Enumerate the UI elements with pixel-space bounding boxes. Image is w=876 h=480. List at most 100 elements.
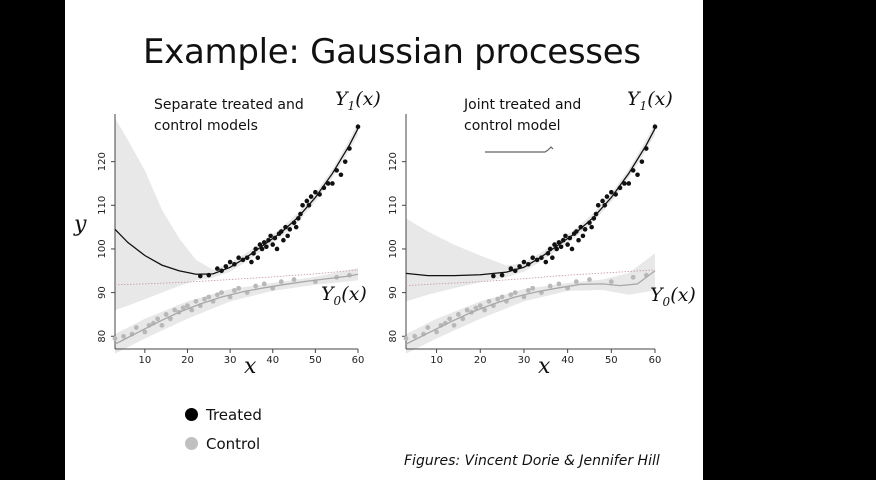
treated-point: [554, 246, 560, 252]
treated-point: [219, 268, 224, 274]
treated-point: [558, 244, 564, 250]
legend-item-control: Control: [185, 429, 262, 458]
x-tick-label: 20: [474, 355, 487, 366]
y-tick-label: 80: [388, 330, 399, 343]
annotation-squiggle: [485, 146, 554, 153]
treated-point: [274, 246, 280, 252]
treated-point: [565, 242, 570, 247]
treated-point: [255, 255, 261, 260]
control-point: [530, 285, 536, 291]
treated-point: [270, 242, 276, 247]
control-fit-line: [114, 273, 359, 345]
treated-point: [517, 264, 522, 269]
y-tick-label: 90: [388, 286, 399, 299]
chart-left-y1-label: Y1(x): [335, 88, 381, 113]
control-point: [163, 312, 169, 317]
slide: Example: Gaussian processes 80 90 100 110 12…: [65, 0, 703, 480]
x-tick-label: 60: [352, 355, 365, 366]
treated-point: [300, 203, 305, 208]
chart-right-y1-label: Y1(x): [627, 88, 673, 113]
control-point: [206, 294, 212, 300]
y-tick-label: 80: [97, 330, 108, 343]
control-fit-line: [405, 270, 656, 345]
control-point: [133, 325, 139, 330]
treated-point: [574, 229, 579, 234]
treated-point: [630, 168, 636, 173]
control-point: [630, 274, 636, 280]
treated-point: [526, 261, 531, 267]
control-point: [261, 281, 267, 287]
control-point: [180, 305, 186, 311]
treated-point: [227, 259, 233, 265]
treated-point: [604, 194, 610, 199]
x-tick-label: 50: [309, 355, 322, 366]
treated-point: [593, 211, 599, 217]
treated-point: [261, 240, 267, 245]
treated-point: [317, 192, 322, 197]
treated-point: [547, 246, 553, 252]
treated-point: [298, 211, 303, 217]
x-tick-label: 10: [430, 355, 443, 366]
treated-point: [539, 255, 544, 260]
control-aux-line: [114, 269, 359, 286]
treated-point: [563, 233, 568, 239]
treated-point: [508, 266, 514, 271]
legend-label-control: Control: [206, 434, 261, 453]
treated-point: [512, 268, 518, 274]
control-band: [115, 268, 358, 354]
treated-point: [313, 189, 318, 195]
control-point: [172, 307, 178, 313]
treated-point: [613, 192, 618, 197]
treated-point: [281, 237, 286, 243]
treated-point: [206, 272, 212, 278]
control-point: [278, 279, 284, 285]
treated-point: [545, 251, 551, 256]
control-point: [587, 277, 592, 282]
chart-right-annotation: Joint treated and control model: [464, 97, 582, 134]
control-point: [214, 292, 220, 298]
treated-point: [617, 185, 623, 191]
control-point: [202, 296, 207, 302]
control-aux-line: [405, 269, 656, 287]
treated-point: [499, 272, 505, 278]
control-point: [142, 329, 148, 335]
chart-left-ylabel: y: [74, 212, 87, 237]
treated-point: [589, 224, 594, 230]
control-point: [573, 279, 579, 285]
treated-band: [115, 118, 358, 311]
treated-point: [595, 203, 601, 208]
control-point: [547, 283, 553, 289]
treated-point: [626, 181, 632, 186]
treated-dot-icon: [185, 408, 198, 421]
treated-point: [197, 273, 203, 279]
treated-point: [291, 220, 297, 226]
chart-right: 80 90 100 110 120 10 20 30 40 50 60: [388, 114, 661, 366]
treated-point: [578, 224, 584, 230]
treated-point: [530, 255, 535, 260]
treated-point: [259, 246, 265, 252]
treated-point: [268, 233, 273, 239]
treated-point: [491, 273, 496, 279]
chart-left-annotation: Separate treated and control models: [154, 97, 304, 134]
chart-left-xlabel: x: [244, 354, 257, 379]
treated-point: [347, 146, 352, 151]
control-point: [525, 288, 531, 293]
x-tick-label: 10: [138, 355, 151, 366]
x-tick-label: 40: [561, 355, 574, 366]
treated-point: [576, 237, 581, 243]
control-point: [447, 316, 453, 322]
treated-point: [569, 246, 575, 252]
slide-title: Example: Gaussian processes: [143, 32, 641, 72]
treated-point: [232, 261, 237, 267]
y-tick-label: 90: [97, 286, 108, 299]
control-point: [185, 303, 190, 309]
treated-point: [287, 227, 293, 232]
control-point: [473, 305, 479, 311]
treated-point: [591, 216, 597, 221]
treated-point: [355, 124, 361, 130]
treated-point: [338, 172, 344, 178]
y-tick-label: 120: [97, 152, 108, 171]
control-point: [168, 316, 173, 322]
treated-point: [306, 203, 312, 208]
treated-point: [582, 227, 588, 232]
